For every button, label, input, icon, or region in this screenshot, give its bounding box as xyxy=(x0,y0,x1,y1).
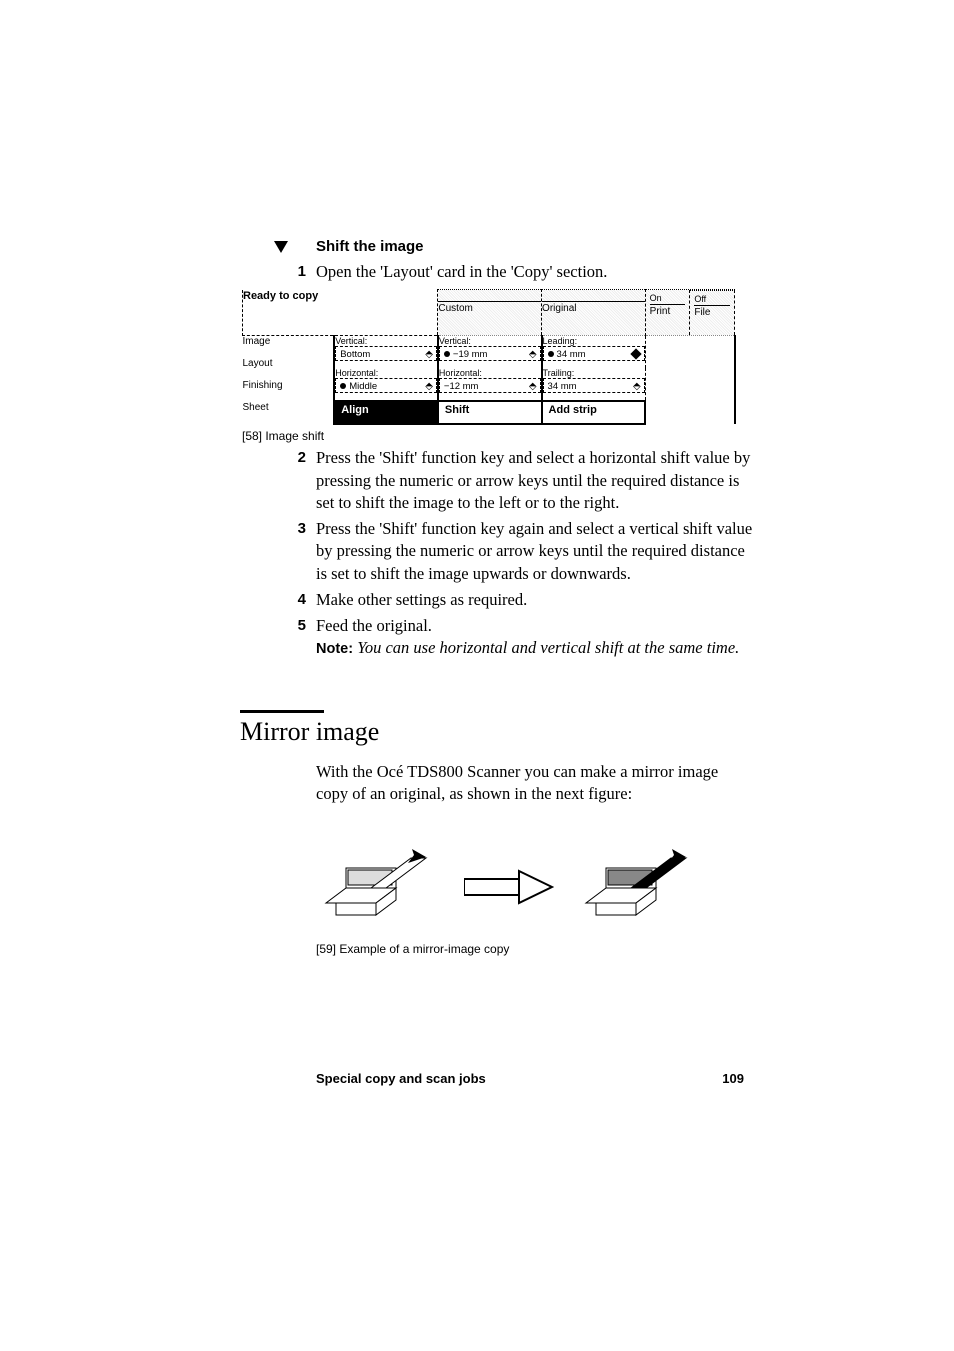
scanner-left-icon xyxy=(316,833,436,938)
field-label: Horizontal: xyxy=(335,368,437,378)
note-text: You can use horizontal and vertical shif… xyxy=(353,638,739,657)
step-number: 5 xyxy=(284,615,306,660)
dot-icon xyxy=(340,383,346,389)
step-text: Make other settings as required. xyxy=(316,589,754,611)
updown-icon: ⬘ xyxy=(529,349,536,360)
tab-file[interactable]: File xyxy=(694,307,730,318)
tab-on[interactable]: On xyxy=(650,293,686,305)
tab-print[interactable]: Print xyxy=(650,306,686,317)
footer-page-number: 109 xyxy=(722,1071,744,1086)
note-label: Note: xyxy=(316,641,353,657)
align-horizontal-value[interactable]: Middle⬘ xyxy=(335,378,437,393)
updown-icon: ⬘ xyxy=(425,349,432,360)
left-btn-finishing[interactable]: Finishing xyxy=(243,380,334,402)
figure-59-caption: [59] Example of a mirror-image copy xyxy=(316,942,754,956)
figure-58-caption: [58] Image shift xyxy=(242,429,754,443)
step-number: 3 xyxy=(284,518,306,585)
section-rule xyxy=(240,710,324,713)
step-4: 4 Make other settings as required. xyxy=(284,589,754,611)
field-label: Trailing: xyxy=(543,368,645,378)
left-btn-layout[interactable]: Layout xyxy=(243,358,334,380)
scanner-right-icon xyxy=(576,833,696,938)
step-number: 4 xyxy=(284,589,306,611)
step-number: 2 xyxy=(284,447,306,514)
panel-status: Ready to copy xyxy=(243,290,438,336)
align-vertical: Vertical: Bottom⬘ xyxy=(334,336,438,368)
step-text: Press the 'Shift' function key again and… xyxy=(316,518,754,585)
tab-original[interactable]: Original xyxy=(542,290,646,336)
align-horizontal: Horizontal: Middle⬘ xyxy=(334,368,438,401)
step-3: 3 Press the 'Shift' function key again a… xyxy=(284,518,754,585)
tab-label: Custom xyxy=(438,303,541,314)
strip-leading: Leading: 34 mm xyxy=(542,336,646,368)
figure-59-mirror xyxy=(316,823,696,938)
step-text: Press the 'Shift' function key and selec… xyxy=(316,447,754,514)
shift-vertical-value[interactable]: −19 mm⬘ xyxy=(439,346,541,361)
tab-onprint-group: OnPrint OffFile xyxy=(645,290,735,336)
field-label: Leading: xyxy=(543,336,645,346)
tab-off[interactable]: Off xyxy=(694,294,730,306)
step-text: Open the 'Layout' card in the 'Copy' sec… xyxy=(316,261,754,283)
step-2: 2 Press the 'Shift' function key and sel… xyxy=(284,447,754,514)
panel-right-blank xyxy=(645,336,735,425)
dot-icon xyxy=(444,351,450,357)
left-btn-sheet[interactable]: Sheet xyxy=(243,402,334,424)
procedure-heading: Shift the image xyxy=(240,238,754,255)
fn-align[interactable]: Align xyxy=(334,401,438,424)
step-5: 5 Feed the original. Note: You can use h… xyxy=(284,615,754,660)
dot-icon xyxy=(548,351,554,357)
fn-shift[interactable]: Shift xyxy=(438,401,542,424)
page-footer: Special copy and scan jobs 109 xyxy=(316,1071,754,1086)
step-number: 1 xyxy=(284,261,306,283)
strip-leading-value[interactable]: 34 mm xyxy=(543,346,645,361)
footer-left: Special copy and scan jobs xyxy=(316,1071,486,1086)
field-label: Horizontal: xyxy=(439,368,541,378)
updown-icon: ⬘ xyxy=(633,381,640,392)
step-1: 1 Open the 'Layout' card in the 'Copy' s… xyxy=(284,261,754,283)
triangle-marker-icon xyxy=(274,241,288,253)
shift-vertical: Vertical: −19 mm⬘ xyxy=(438,336,542,368)
section-title: Mirror image xyxy=(240,717,754,747)
tab-label: Original xyxy=(542,303,645,314)
procedure-title: Shift the image xyxy=(316,238,424,255)
strip-trailing: Trailing: 34 mm⬘ xyxy=(542,368,646,401)
step-text: Feed the original. Note: You can use hor… xyxy=(316,615,754,660)
diamond-icon xyxy=(630,349,641,360)
document-page: Shift the image 1 Open the 'Layout' card… xyxy=(0,0,954,1086)
big-arrow-icon xyxy=(464,867,554,907)
updown-icon: ⬘ xyxy=(425,381,432,392)
field-label: Vertical: xyxy=(335,336,437,346)
field-label: Vertical: xyxy=(439,336,541,346)
section-paragraph: With the Océ TDS800 Scanner you can make… xyxy=(316,761,754,806)
shift-horizontal-value[interactable]: −12 mm⬘ xyxy=(439,378,541,393)
figure-58-panel: Ready to copy Custom Original OnPrint Of… xyxy=(242,289,736,425)
strip-trailing-value[interactable]: 34 mm⬘ xyxy=(543,378,645,393)
fn-addstrip[interactable]: Add strip xyxy=(542,401,646,424)
left-btn-image[interactable]: Image xyxy=(243,336,334,358)
tab-custom[interactable]: Custom xyxy=(438,290,542,336)
left-button-column: Image Layout Finishing Sheet xyxy=(243,336,335,425)
align-vertical-value[interactable]: Bottom⬘ xyxy=(335,346,437,361)
updown-icon: ⬘ xyxy=(529,381,536,392)
shift-horizontal: Horizontal: −12 mm⬘ xyxy=(438,368,542,401)
